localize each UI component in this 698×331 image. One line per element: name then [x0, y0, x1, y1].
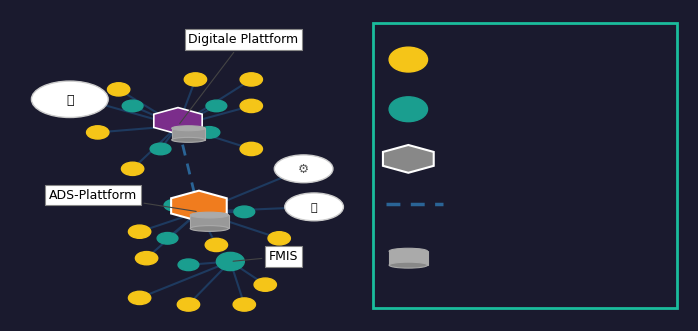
Ellipse shape [87, 126, 109, 139]
Circle shape [285, 193, 343, 221]
Ellipse shape [190, 212, 229, 218]
Polygon shape [171, 191, 227, 221]
Ellipse shape [157, 232, 178, 244]
Ellipse shape [389, 262, 427, 268]
Ellipse shape [107, 83, 130, 96]
FancyBboxPatch shape [172, 128, 205, 140]
Ellipse shape [389, 47, 427, 72]
Text: ADS-Plattform: ADS-Plattform [49, 189, 196, 212]
Ellipse shape [178, 259, 199, 271]
Ellipse shape [240, 73, 262, 86]
Ellipse shape [128, 291, 151, 305]
Ellipse shape [172, 126, 205, 131]
Polygon shape [383, 145, 433, 173]
Ellipse shape [190, 226, 229, 231]
Text: Digitale Plattform: Digitale Plattform [179, 33, 299, 123]
Ellipse shape [234, 206, 255, 218]
Text: ⚙: ⚙ [298, 163, 309, 176]
Ellipse shape [233, 298, 255, 311]
Ellipse shape [135, 252, 158, 265]
Ellipse shape [172, 137, 205, 142]
Ellipse shape [389, 248, 427, 254]
Text: 🚜: 🚜 [66, 94, 73, 108]
Ellipse shape [206, 100, 227, 112]
Ellipse shape [199, 127, 220, 138]
FancyBboxPatch shape [373, 23, 677, 308]
Ellipse shape [177, 298, 200, 311]
Circle shape [31, 81, 108, 118]
Ellipse shape [184, 73, 207, 86]
Ellipse shape [389, 97, 427, 122]
Polygon shape [154, 108, 202, 134]
Circle shape [274, 155, 333, 183]
Ellipse shape [121, 162, 144, 175]
Ellipse shape [164, 199, 185, 211]
Ellipse shape [254, 278, 276, 291]
Text: FMIS: FMIS [233, 250, 298, 263]
FancyBboxPatch shape [389, 251, 427, 265]
Ellipse shape [268, 232, 290, 245]
Ellipse shape [205, 238, 228, 252]
Ellipse shape [122, 100, 143, 112]
FancyBboxPatch shape [190, 215, 228, 228]
Ellipse shape [216, 253, 244, 271]
Ellipse shape [240, 142, 262, 156]
Text: 🚁: 🚁 [311, 203, 318, 213]
Ellipse shape [128, 225, 151, 238]
Ellipse shape [150, 143, 171, 155]
Ellipse shape [240, 99, 262, 113]
